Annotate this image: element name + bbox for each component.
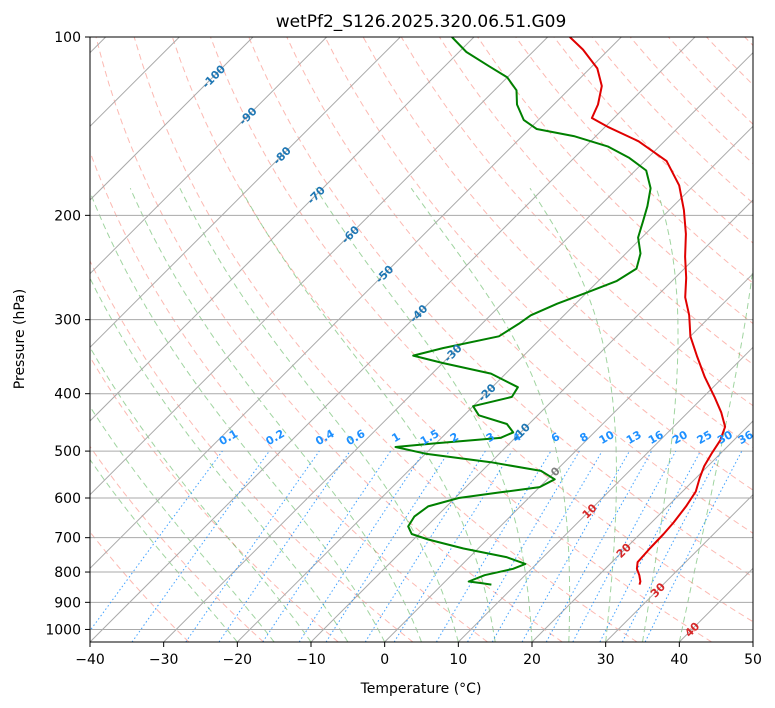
dry-adiabat [286, 37, 753, 534]
dry-adiabat [90, 259, 414, 642]
x-tick-label: 40 [670, 652, 688, 668]
moist-adiabat [179, 187, 459, 642]
x-axis-label: Temperature (°C) [360, 681, 482, 697]
y-tick-label: 200 [54, 208, 81, 224]
x-tick-label: −10 [296, 652, 326, 668]
y-tick-label: 700 [54, 531, 81, 547]
x-tick-label: −20 [223, 652, 253, 668]
y-tick-label: 1000 [45, 622, 81, 638]
moist-adiabat [678, 264, 753, 642]
x-tick-label: 30 [597, 652, 615, 668]
isotherm [90, 37, 328, 275]
dry-adiabat [133, 37, 638, 642]
isotherm [90, 37, 401, 349]
moist-adiabat [529, 187, 617, 642]
dry-adiabat [248, 37, 753, 578]
mixing-ratio-line [572, 450, 677, 642]
mixing-ratio-line [298, 450, 425, 642]
isotherm [163, 51, 753, 642]
x-axis: −40 −30 −20 −10 0 10 20 30 40 50 [75, 642, 762, 668]
isotherm [605, 493, 753, 642]
isotherm [90, 37, 622, 570]
isotherm [90, 37, 254, 201]
y-tick-label: 400 [54, 387, 81, 403]
x-tick-label: 50 [744, 652, 762, 668]
x-tick-label: −40 [75, 652, 105, 668]
isotherm [310, 199, 753, 642]
dry-adiabat [210, 37, 753, 623]
moist-adiabat [90, 458, 238, 642]
chart-title: wetPf2_S126.2025.320.06.51.G09 [276, 12, 567, 32]
dry-adiabat [90, 445, 264, 642]
dry-adiabat [324, 37, 753, 491]
isotherm [90, 37, 549, 496]
plot-area: 0.1 0.2 0.4 0.6 1 1.5 2 3 4 6 8 10 13 16 20 25 30 36-100-… [90, 37, 756, 642]
mixing-ratio-line [644, 450, 743, 642]
x-tick-label: 10 [449, 652, 467, 668]
mixing-ratio-line [131, 450, 270, 642]
mixing-ratio-line [262, 450, 392, 642]
isotherm [384, 272, 753, 642]
y-tick-label: 300 [54, 313, 81, 329]
mixing-ratio-line [325, 450, 450, 642]
dry-adiabat [171, 37, 712, 642]
dry-adiabat [95, 37, 563, 642]
y-tick-label: 900 [54, 595, 81, 611]
moist-adiabat [129, 187, 422, 642]
temperature-profile [569, 37, 727, 585]
mixing-ratio-line [90, 450, 223, 632]
isotherm [531, 420, 753, 642]
mixing-ratio-line [185, 450, 320, 642]
isotherm [90, 37, 475, 422]
moist-adiabat [90, 190, 386, 642]
isotherm [457, 346, 753, 642]
x-tick-label: −30 [149, 652, 179, 668]
y-tick-label: 100 [54, 30, 81, 46]
dewpoint-profile [394, 37, 652, 586]
moist-adiabat [642, 188, 679, 642]
mixing-ratio-line [521, 450, 630, 642]
dry-adiabat [90, 356, 339, 642]
profile-lines [394, 37, 727, 586]
plot-frame [89, 36, 754, 643]
mixing-ratio-line [545, 450, 653, 642]
dry-adiabat [515, 37, 753, 284]
isotherm [90, 37, 696, 642]
x-tick-label: 20 [523, 652, 541, 668]
moist-adiabat [239, 187, 496, 642]
isotherm [236, 125, 753, 642]
y-tick-label: 800 [54, 565, 81, 581]
x-tick-label: 0 [380, 652, 389, 668]
y-axis: 100 200 300 400 500 600 700 800 900 1000 [45, 30, 90, 638]
moist-adiabat [410, 187, 571, 642]
moist-adiabat [90, 277, 349, 642]
moist-adiabat [315, 187, 533, 642]
y-axis-label: Pressure (hPa) [12, 289, 28, 389]
mixing-ratio-line [218, 450, 351, 642]
y-tick-label: 500 [54, 444, 81, 460]
mixing-ratio-label: 36 [736, 428, 756, 447]
y-tick-label: 600 [54, 491, 81, 507]
